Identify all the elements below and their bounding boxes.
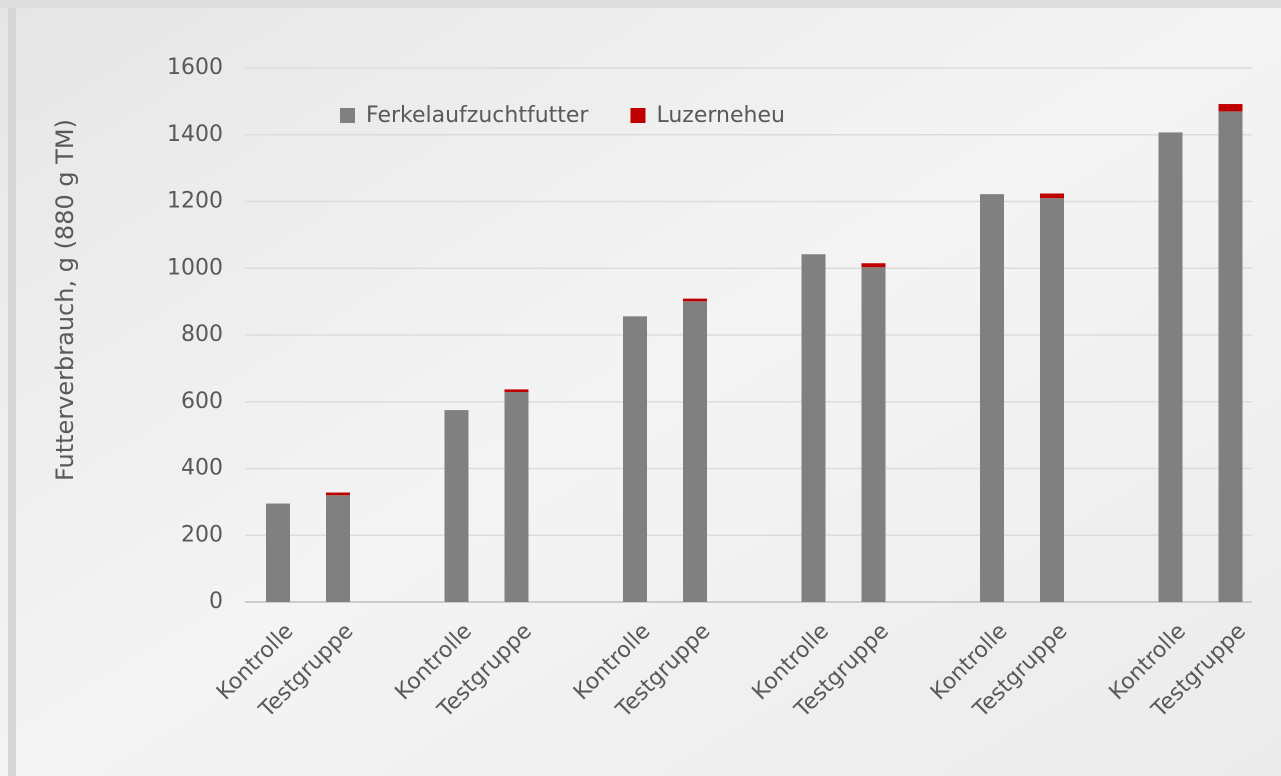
left-border xyxy=(8,8,16,776)
y-tick-label: 200 xyxy=(181,522,223,547)
y-tick-label: 1200 xyxy=(167,189,223,214)
legend-swatch xyxy=(340,108,355,123)
y-tick-label: 1400 xyxy=(167,122,223,147)
y-tick-label: 600 xyxy=(181,389,223,414)
bar-segment xyxy=(326,495,350,602)
y-tick-label: 400 xyxy=(181,456,223,481)
bar-segment xyxy=(980,194,1004,602)
bar-segment xyxy=(861,263,886,268)
bar-segment xyxy=(504,392,529,602)
y-axis-label: Futterverbrauch, g (880 g TM) xyxy=(51,119,79,481)
bar-segment xyxy=(1040,198,1064,602)
y-tick-label: 1000 xyxy=(167,255,223,280)
bar-segment xyxy=(444,410,469,602)
bar-segment xyxy=(1040,193,1064,199)
legend-label: Luzerneheu xyxy=(656,103,784,128)
y-tick-label: 1600 xyxy=(167,55,223,80)
y-tick-label: 800 xyxy=(181,322,223,347)
bar-segment xyxy=(266,503,290,602)
legend-swatch xyxy=(630,108,646,123)
bar-segment xyxy=(861,267,886,602)
top-border xyxy=(0,0,1281,8)
legend-label: Ferkelaufzuchtfutter xyxy=(366,103,589,128)
bar-segment xyxy=(1158,132,1183,602)
bar-segment xyxy=(683,298,707,302)
bar-segment xyxy=(623,316,647,602)
bar-segment xyxy=(1218,111,1243,602)
bar-segment xyxy=(801,254,826,603)
y-tick-label: 0 xyxy=(209,589,223,614)
bar-segment xyxy=(683,301,707,602)
bar-segment xyxy=(504,389,529,393)
bar-segment xyxy=(326,492,350,496)
bar-segment xyxy=(1218,104,1243,112)
